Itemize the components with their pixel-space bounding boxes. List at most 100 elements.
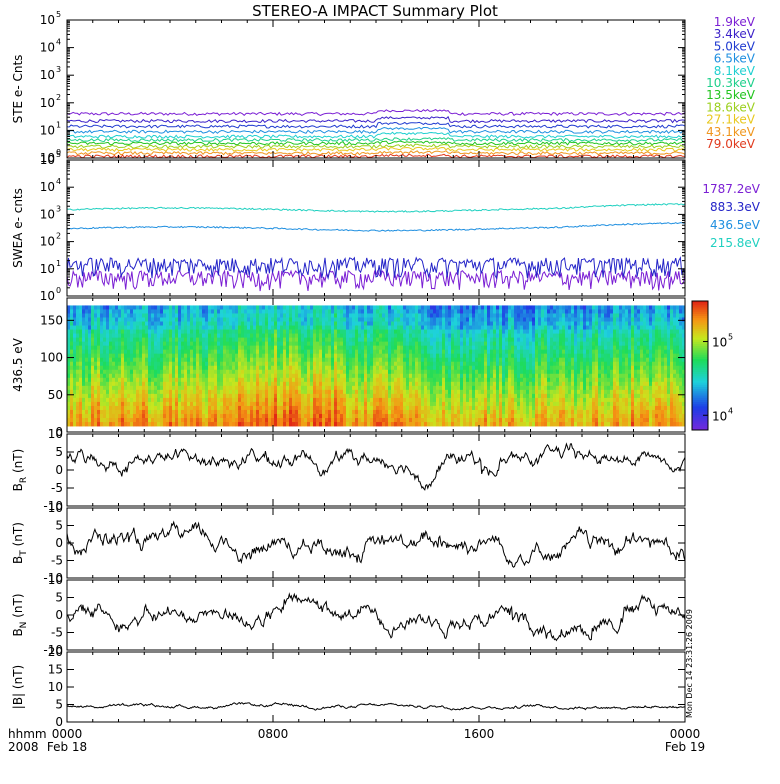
pad-heatmap-cell bbox=[265, 414, 268, 418]
pad-heatmap-cell bbox=[340, 305, 343, 309]
pad-heatmap-cell bbox=[148, 318, 151, 322]
pad-heatmap-cell bbox=[406, 398, 409, 402]
pad-heatmap-cell bbox=[481, 346, 484, 350]
pad-heatmap-cell bbox=[424, 382, 427, 386]
pad-heatmap-cell bbox=[286, 313, 289, 317]
pad-heatmap-cell bbox=[478, 390, 481, 394]
pad-heatmap-cell bbox=[481, 394, 484, 398]
pad-heatmap-cell bbox=[79, 406, 82, 410]
pad-heatmap-cell bbox=[463, 406, 466, 410]
pad-heatmap-cell bbox=[304, 422, 307, 426]
pad-heatmap-cell bbox=[445, 422, 448, 426]
pad-heatmap-cell bbox=[238, 366, 241, 370]
swea-ytick-label: 10 bbox=[40, 153, 55, 167]
pad-heatmap-cell bbox=[439, 418, 442, 422]
pad-heatmap-cell bbox=[271, 342, 274, 346]
pad-heatmap-cell bbox=[493, 422, 496, 426]
pad-heatmap-cell bbox=[220, 342, 223, 346]
pad-heatmap-cell bbox=[364, 414, 367, 418]
pad-heatmap-cell bbox=[205, 414, 208, 418]
pad-heatmap-cell bbox=[67, 402, 70, 406]
pad-heatmap-cell bbox=[223, 313, 226, 317]
pad-heatmap-cell bbox=[97, 378, 100, 382]
pad-heatmap-cell bbox=[142, 338, 145, 342]
swea-ytick-label: 10 bbox=[40, 207, 55, 221]
pad-heatmap-cell bbox=[487, 366, 490, 370]
pad-heatmap-cell bbox=[145, 346, 148, 350]
pad-heatmap-cell bbox=[367, 354, 370, 358]
pad-heatmap-cell bbox=[193, 346, 196, 350]
pad-heatmap-cell bbox=[148, 386, 151, 390]
pad-heatmap-cell bbox=[124, 378, 127, 382]
pad-heatmap-cell bbox=[82, 406, 85, 410]
pad-heatmap-cell bbox=[481, 313, 484, 317]
pad-heatmap-cell bbox=[511, 342, 514, 346]
pad-heatmap-cell bbox=[256, 410, 259, 414]
pad-heatmap-cell bbox=[379, 406, 382, 410]
pad-heatmap-cell bbox=[247, 370, 250, 374]
pad-heatmap-cell bbox=[121, 374, 124, 378]
pad-heatmap-cell bbox=[370, 382, 373, 386]
pad-heatmap-cell bbox=[319, 334, 322, 338]
pad-heatmap-cell bbox=[169, 378, 172, 382]
pad-heatmap-cell bbox=[343, 378, 346, 382]
pad-heatmap-cell bbox=[211, 330, 214, 334]
pad-heatmap-cell bbox=[436, 410, 439, 414]
pad-heatmap-cell bbox=[94, 305, 97, 309]
pad-heatmap-cell bbox=[517, 394, 520, 398]
pad-heatmap-cell bbox=[205, 346, 208, 350]
pad-heatmap-cell bbox=[124, 354, 127, 358]
pad-heatmap-cell bbox=[331, 313, 334, 317]
pad-heatmap-cell bbox=[454, 410, 457, 414]
pad-heatmap-cell bbox=[202, 382, 205, 386]
pad-heatmap-cell bbox=[253, 410, 256, 414]
pad-heatmap-cell bbox=[388, 410, 391, 414]
pad-heatmap-cell bbox=[442, 313, 445, 317]
pad-heatmap-cell bbox=[175, 354, 178, 358]
pad-heatmap-cell bbox=[475, 305, 478, 309]
pad-heatmap-cell bbox=[268, 410, 271, 414]
pad-heatmap-cell bbox=[343, 338, 346, 342]
pad-heatmap-cell bbox=[271, 322, 274, 326]
pad-heatmap-cell bbox=[499, 386, 502, 390]
pad-heatmap-cell bbox=[451, 354, 454, 358]
pad-heatmap-cell bbox=[193, 358, 196, 362]
pad-heatmap-cell bbox=[271, 350, 274, 354]
pad-heatmap-cell bbox=[247, 330, 250, 334]
pad-heatmap-cell bbox=[265, 374, 268, 378]
pad-heatmap-cell bbox=[124, 318, 127, 322]
pad-heatmap-cell bbox=[322, 366, 325, 370]
pad-heatmap-cell bbox=[523, 370, 526, 374]
pad-heatmap-cell bbox=[319, 354, 322, 358]
pad-heatmap-cell bbox=[274, 313, 277, 317]
pad-heatmap-cell bbox=[235, 313, 238, 317]
pad-heatmap-cell bbox=[202, 386, 205, 390]
pad-heatmap-cell bbox=[385, 406, 388, 410]
pad-heatmap-cell bbox=[76, 309, 79, 313]
pad-heatmap-cell bbox=[400, 422, 403, 426]
pad-heatmap-cell bbox=[253, 313, 256, 317]
pad-heatmap-cell bbox=[403, 362, 406, 366]
pad-heatmap-cell bbox=[466, 394, 469, 398]
pad-heatmap-cell bbox=[469, 318, 472, 322]
pad-heatmap-cell bbox=[472, 414, 475, 418]
pad-heatmap-cell bbox=[337, 350, 340, 354]
pad-heatmap-cell bbox=[91, 366, 94, 370]
pad-heatmap-cell bbox=[277, 305, 280, 309]
pad-heatmap-cell bbox=[427, 370, 430, 374]
pad-heatmap-cell bbox=[334, 370, 337, 374]
pad-heatmap-cell bbox=[70, 382, 73, 386]
pad-heatmap-cell bbox=[346, 382, 349, 386]
pad-heatmap-cell bbox=[427, 354, 430, 358]
pad-heatmap-cell bbox=[400, 338, 403, 342]
pad-heatmap-cell bbox=[400, 358, 403, 362]
pad-heatmap-cell bbox=[499, 330, 502, 334]
pad-heatmap-cell bbox=[412, 394, 415, 398]
pad-heatmap-cell bbox=[493, 398, 496, 402]
pad-heatmap-cell bbox=[286, 382, 289, 386]
pad-heatmap-cell bbox=[508, 322, 511, 326]
pad-heatmap-cell bbox=[223, 330, 226, 334]
pad-heatmap-cell bbox=[418, 398, 421, 402]
pad-heatmap-cell bbox=[184, 402, 187, 406]
pad-heatmap-cell bbox=[184, 378, 187, 382]
